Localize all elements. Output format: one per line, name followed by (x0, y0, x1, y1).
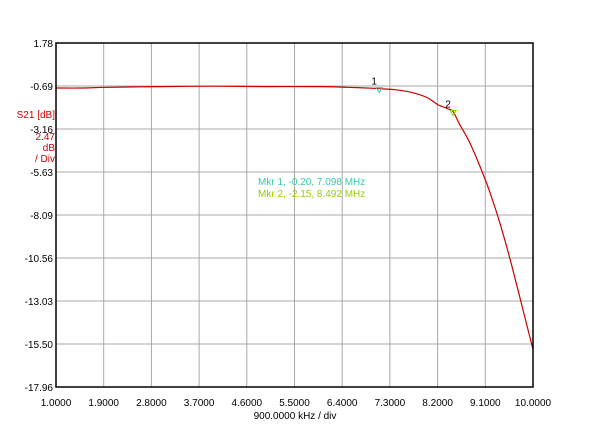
x-tick-label: 9.1000 (470, 398, 501, 409)
x-tick-label: 1.0000 (41, 398, 72, 409)
y-axis-label-line: / Div (35, 154, 55, 165)
y-tick-label: -10.56 (25, 254, 54, 265)
x-tick-label: 8.2000 (422, 398, 453, 409)
y-axis-label-line: dB (43, 143, 56, 154)
marker-readout: Mkr 2, -2.15, 8.492 MHz (258, 189, 365, 200)
x-tick-label: 10.0000 (515, 398, 552, 409)
plot-frame (55, 42, 534, 388)
y-tick-label: -13.03 (25, 297, 54, 308)
y-tick-labels: 1.78 -0.69 -3.16 -5.63 -8.09 -10.56 -13.03 -15.… (25, 39, 54, 394)
x-tick-label: 6.4000 (327, 398, 358, 409)
y-tick-label: -5.63 (30, 168, 53, 179)
s21-trace (55, 85, 534, 350)
marker-triangle (449, 109, 457, 117)
y-axis-label-line: S21 [dB] (17, 110, 56, 121)
y-tick-label: -3.16 (30, 125, 53, 136)
marker-readout: Mkr 1, -0.20, 7.098 MHz (258, 177, 365, 188)
x-tick-label: 5.5000 (279, 398, 310, 409)
x-tick-label: 4.6000 (232, 398, 263, 409)
x-tick-labels: 1.0000 1.9000 2.8000 3.7000 4.6000 5.5000 6.40… (41, 398, 552, 409)
marker-number: 2 (445, 99, 451, 110)
x-tick-label: 7.3000 (375, 398, 406, 409)
x-axis-label: 900.0000 kHz / div (254, 411, 337, 422)
y-tick-label: -17.96 (25, 383, 54, 394)
markers: 12 (371, 77, 457, 117)
x-tick-label: 3.7000 (184, 398, 215, 409)
y-axis-label-line: 2.47 (36, 132, 56, 143)
x-tick-label: 2.8000 (136, 398, 167, 409)
y-tick-label: -0.69 (30, 82, 53, 93)
y-tick-label: -15.50 (25, 340, 54, 351)
y-tick-label: -8.09 (30, 211, 53, 222)
traces (55, 85, 534, 350)
x-tick-label: 1.9000 (88, 398, 119, 409)
marker-triangle (375, 87, 384, 94)
y-tick-label: 1.78 (34, 39, 54, 50)
marker-number: 1 (371, 77, 377, 88)
